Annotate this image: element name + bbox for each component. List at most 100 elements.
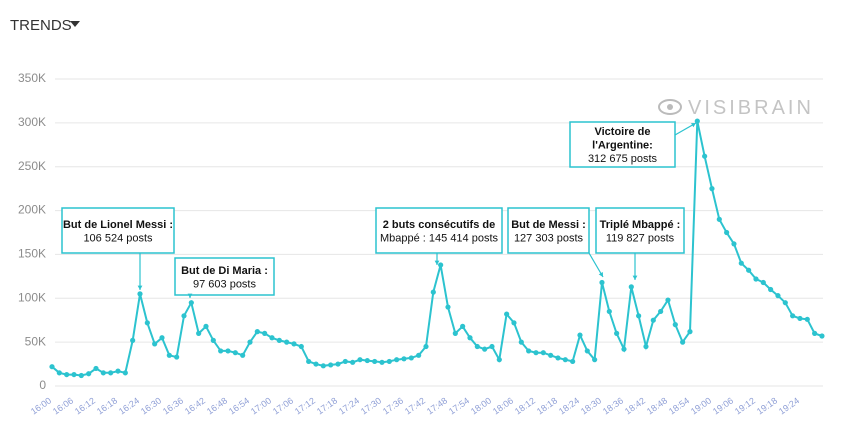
y-tick-label: 150K <box>18 247 46 261</box>
data-point <box>474 343 480 350</box>
x-tick-label: 17:00 <box>249 395 273 416</box>
annotation-text: l'Argentine: <box>592 140 653 152</box>
data-point <box>262 330 268 336</box>
data-point <box>291 341 297 347</box>
data-point <box>775 293 781 299</box>
annotation: But de Lionel Messi :106 524 posts <box>61 207 175 290</box>
data-point <box>496 357 502 363</box>
x-tick-label: 17:36 <box>381 395 405 416</box>
data-point <box>694 118 700 124</box>
data-point <box>526 348 532 354</box>
data-point <box>709 186 715 192</box>
data-point <box>49 364 55 370</box>
data-point <box>658 308 664 315</box>
annotation: But de Messi :127 303 posts <box>507 207 604 278</box>
data-point <box>408 355 414 361</box>
data-point <box>716 216 722 222</box>
annotation-text: But de Di Maria : <box>181 265 268 277</box>
data-point <box>562 357 568 363</box>
x-tick-label: 18:48 <box>645 395 669 416</box>
annotation-text: 312 675 posts <box>588 153 658 165</box>
data-point <box>379 359 385 365</box>
annotation-text: Victoire de <box>594 126 650 138</box>
data-point <box>621 346 627 352</box>
x-tick-label: 17:18 <box>315 395 339 416</box>
x-tick-label: 19:00 <box>689 395 713 416</box>
data-point <box>401 356 407 362</box>
data-point <box>738 260 744 266</box>
data-point <box>364 357 370 364</box>
watermark-icon <box>658 99 682 115</box>
y-tick-label: 250K <box>18 159 46 173</box>
y-tick-label: 100K <box>18 290 46 304</box>
x-tick-label: 18:18 <box>535 395 559 416</box>
x-tick-label: 16:18 <box>95 395 119 416</box>
annotation-arrow <box>588 252 604 278</box>
data-point <box>269 335 275 341</box>
data-point <box>702 153 708 159</box>
data-point <box>430 289 436 295</box>
annotation-text: But de Lionel Messi : <box>63 219 173 231</box>
data-point <box>753 276 759 282</box>
x-tick-label: 17:24 <box>337 395 361 416</box>
annotation-text: 119 827 posts <box>606 232 675 244</box>
data-point <box>100 370 106 376</box>
data-point <box>350 359 356 365</box>
annotation-box <box>174 257 275 296</box>
annotation-text: 97 603 posts <box>193 278 256 290</box>
data-point <box>247 339 253 345</box>
data-point <box>342 358 348 365</box>
data-point <box>394 357 400 363</box>
data-point <box>804 316 810 322</box>
data-point <box>284 339 290 345</box>
data-point <box>320 363 326 369</box>
annotation-box <box>507 207 590 254</box>
x-tick-label: 16:06 <box>51 395 75 416</box>
data-point <box>819 333 825 339</box>
data-point <box>328 362 334 368</box>
y-tick-label: 350K <box>18 71 46 85</box>
data-point <box>357 357 363 363</box>
data-point <box>548 352 554 358</box>
data-point <box>130 337 136 343</box>
data-point <box>225 348 231 354</box>
annotation-text: Triplé Mbappé : <box>600 219 681 231</box>
watermark: VISIBRAIN <box>688 97 814 119</box>
data-point <box>467 335 473 341</box>
data-point <box>812 330 818 336</box>
data-point <box>768 286 774 293</box>
data-point <box>166 352 172 358</box>
data-point <box>196 330 202 336</box>
dropdown-caret[interactable] <box>70 21 80 27</box>
annotation: Triplé Mbappé :119 827 posts <box>595 207 685 280</box>
x-tick-label: 19:24 <box>777 395 801 416</box>
data-point <box>445 304 451 310</box>
data-point <box>313 361 319 367</box>
data-point <box>636 313 642 319</box>
x-tick-label: 16:42 <box>183 395 207 416</box>
data-point <box>203 323 209 329</box>
x-tick-label: 18:42 <box>623 395 647 416</box>
data-point <box>643 343 649 350</box>
data-point <box>298 343 304 350</box>
data-point <box>240 352 246 358</box>
data-point <box>93 365 99 372</box>
data-point <box>78 372 84 379</box>
chart-title: TRENDS <box>10 17 72 34</box>
x-tick-label: 18:36 <box>601 395 625 416</box>
x-tick-label: 18:00 <box>469 395 493 416</box>
data-point <box>577 332 583 338</box>
trend-line <box>51 120 823 377</box>
x-tick-label: 16:30 <box>139 395 163 416</box>
x-tick-label: 18:54 <box>667 395 691 416</box>
annotation-box <box>61 207 175 254</box>
data-point <box>144 320 150 326</box>
annotation: But de Di Maria :97 603 posts <box>174 257 275 298</box>
x-tick-label: 18:24 <box>557 395 581 416</box>
data-point <box>614 330 620 336</box>
data-point <box>438 262 444 268</box>
data-point <box>423 343 429 350</box>
x-tick-label: 17:06 <box>271 395 295 416</box>
data-point <box>570 358 576 365</box>
data-point <box>108 370 114 376</box>
